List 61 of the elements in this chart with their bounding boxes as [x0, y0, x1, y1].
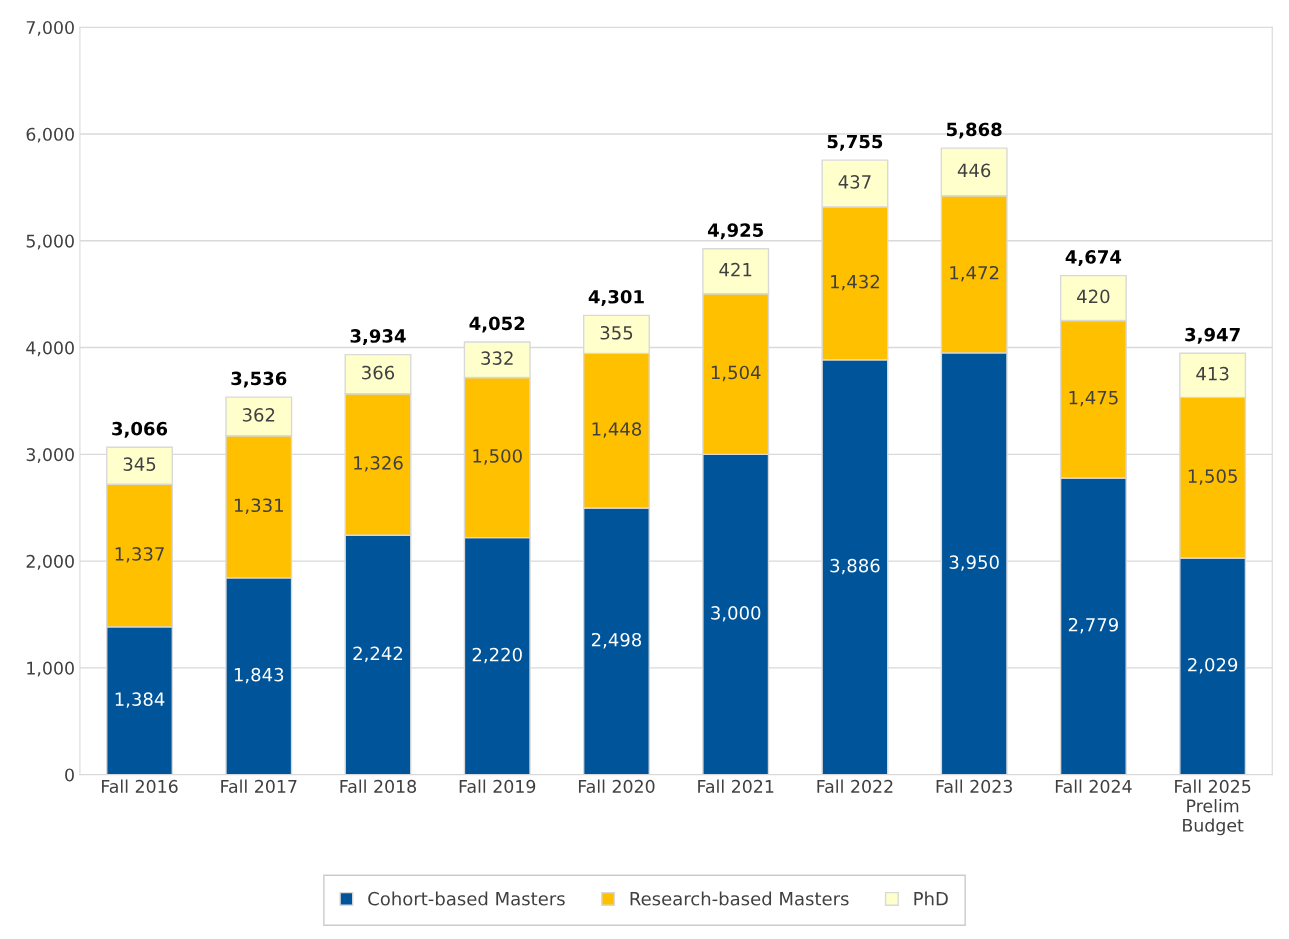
data-label: 3,886 — [830, 558, 880, 575]
y-tick-label: 2,000 — [26, 554, 74, 570]
total-label: 3,934 — [350, 329, 406, 346]
data-label: 421 — [719, 262, 752, 277]
total-label: 4,301 — [588, 289, 644, 306]
data-label: 1,500 — [473, 449, 522, 465]
data-label: 2,220 — [472, 647, 522, 664]
y-tick-label: 4,000 — [26, 341, 74, 357]
x-tick-label: Fall 2018 — [340, 779, 417, 793]
data-label: 1,504 — [711, 365, 761, 382]
data-label: 1,326 — [354, 456, 403, 472]
data-label: 2,498 — [591, 632, 642, 649]
y-tick-label: 0 — [65, 768, 74, 782]
y-tick-label: 5,000 — [26, 234, 74, 250]
x-tick-label: Fall 2025 Prelim Budget — [1175, 779, 1251, 836]
data-label: 355 — [600, 325, 633, 340]
data-label: 1,505 — [1188, 469, 1237, 485]
total-label: 5,755 — [827, 134, 883, 151]
x-tick-label: Fall 2024 — [1055, 779, 1132, 793]
data-label: 446 — [957, 163, 991, 178]
y-tick-label: 7,000 — [26, 20, 74, 36]
x-tick-label: Fall 2021 — [698, 779, 774, 793]
data-label: 1,384 — [115, 692, 165, 708]
legend-label: Cohort-based Masters — [368, 891, 565, 906]
legend-label: Research-based Masters — [630, 891, 849, 906]
y-tick-label: 3,000 — [26, 448, 74, 463]
x-tick-label: Fall 2020 — [578, 779, 655, 793]
data-label: 1,472 — [950, 265, 999, 282]
total-label: 3,066 — [112, 421, 168, 438]
data-label: 332 — [481, 351, 513, 365]
data-label: 1,843 — [234, 667, 284, 684]
x-tick-label: Fall 2019 — [459, 779, 536, 793]
data-label: 437 — [838, 175, 871, 189]
x-tick-label: Fall 2023 — [936, 779, 1012, 793]
data-label: 413 — [1196, 366, 1229, 381]
data-label: 2,779 — [1068, 617, 1118, 634]
data-label: 2,029 — [1188, 657, 1238, 674]
total-label: 3,947 — [1185, 327, 1240, 344]
data-label: 366 — [362, 365, 395, 380]
data-label: 3,950 — [949, 555, 999, 571]
total-label: 4,925 — [707, 223, 763, 240]
total-label: 4,674 — [1065, 250, 1122, 267]
data-label: 1,475 — [1069, 391, 1118, 407]
legend-label: PhD — [914, 891, 948, 906]
data-label: 1,337 — [115, 547, 164, 563]
x-tick-label: Fall 2022 — [817, 779, 893, 793]
data-label: 2,242 — [353, 646, 403, 663]
total-label: 5,868 — [947, 122, 1002, 139]
data-label: 420 — [1077, 289, 1110, 304]
x-tick-label: Fall 2016 — [102, 779, 178, 793]
y-tick-label: 6,000 — [26, 127, 74, 143]
data-label: 345 — [123, 457, 156, 471]
data-label: 3,000 — [711, 606, 761, 622]
total-label: 3,536 — [231, 371, 287, 388]
data-label: 1,331 — [234, 498, 283, 514]
y-tick-label: 1,000 — [27, 661, 74, 677]
data-label: 1,448 — [592, 422, 642, 438]
x-tick-label: Fall 2017 — [221, 779, 297, 793]
total-label: 4,052 — [469, 316, 525, 333]
data-label: 1,432 — [831, 274, 879, 291]
data-label: 362 — [242, 408, 275, 422]
